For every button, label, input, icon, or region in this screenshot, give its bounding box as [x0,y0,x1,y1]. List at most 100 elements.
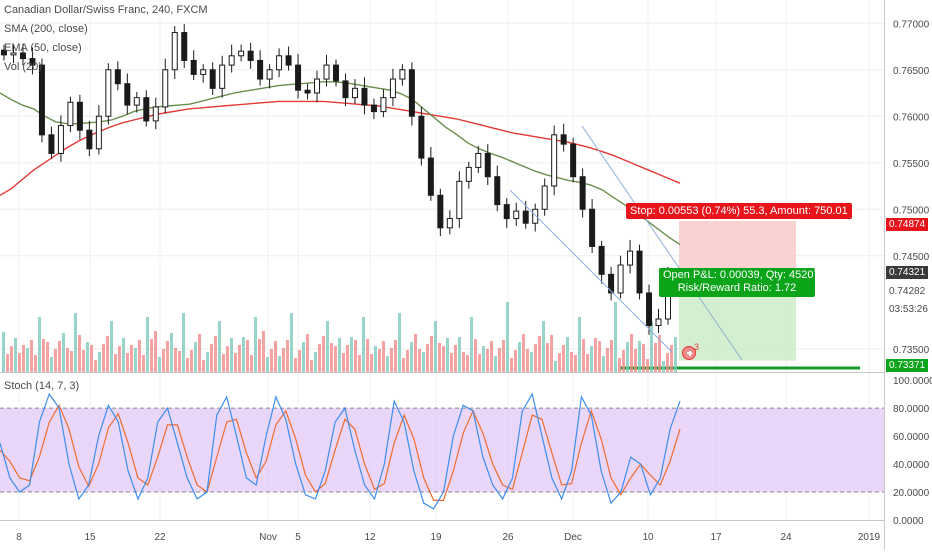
volume-bar [350,337,353,372]
alert-marker[interactable] [682,346,696,360]
volume-bar [254,317,257,372]
volume-bar [658,335,661,372]
volume-bar [622,350,625,372]
volume-bar [198,334,201,372]
volume-bar [646,359,649,372]
volume-bar [462,352,465,372]
candle-body [446,218,453,229]
volume-bar [598,341,601,372]
volume-bar [534,344,537,372]
time-tick-label: Dec [564,532,582,543]
stop-zone [679,220,796,273]
volume-bar [530,352,533,372]
volume-bar [386,356,389,372]
volume-bar [270,349,273,372]
price-tick-label: 0.75000 [893,205,930,216]
volume-bar [194,342,197,372]
candle-body [351,87,358,99]
volume-bar [450,353,453,372]
stochastic-panel [0,392,884,510]
stop-label[interactable]: Stop: 0.00553 (0.74%) 55.3, Amount: 750.… [626,203,852,219]
candle-body [532,208,539,224]
candle-body [171,32,178,71]
volume-bar [518,342,521,372]
stoch-legend: Stoch (14, 7, 3) [4,380,80,392]
volume-bar [474,339,477,372]
volume-bar [418,349,421,372]
stoch-tick-label: 20.0000 [893,488,930,499]
volume-bar [594,338,597,372]
time-tick-label: 17 [710,532,722,543]
price-tick-label: 0.76000 [893,112,930,123]
volume-bar [110,321,113,372]
volume-bar [294,358,297,372]
candle-body [389,78,396,99]
candle-body [465,166,472,182]
volume-bar [562,345,565,372]
volume-bar [354,340,357,372]
candle-body [608,273,615,294]
candle-body [1,49,7,56]
candle-body [617,264,624,294]
volume-bar [70,351,73,372]
open-pnl-label[interactable]: Open P&L: 0.00039, Qty: 45207 Risk/Rewar… [659,268,820,297]
stop-price-tag: 0.74874 [886,218,929,231]
volume-bar [358,355,361,372]
volume-bar [342,353,345,372]
volume-bar [602,356,605,372]
candle-body [95,115,102,150]
candle-body [427,157,434,196]
candle-body [484,152,491,178]
volume-bar [538,336,541,372]
candle-body [541,185,548,210]
volume-bar [554,361,557,372]
volume-bar [286,340,289,372]
volume-bar [174,348,177,372]
volume-bar [330,343,333,372]
candle-body [266,69,273,80]
volume-bar [102,344,105,372]
time-tick-label: 22 [154,532,166,543]
candle-body [162,69,169,108]
volume-bar [378,349,381,372]
volume-bar [586,354,589,372]
volume-bar [314,352,317,372]
candle-body [636,250,643,294]
price-tick-label: 0.74500 [893,252,930,263]
candle-body [503,204,510,220]
volume-bar [434,321,437,372]
volume-bar [86,342,89,372]
volume-bar [478,354,481,372]
candle-body [219,64,226,89]
volume-bar [142,355,145,372]
candle-body [209,69,216,89]
volume-bar [130,345,133,372]
candle-body [247,50,254,61]
candle-body [513,210,520,220]
candle-body [399,69,406,80]
volume-bar [50,357,53,372]
volume-bar [90,345,93,372]
candle-body [190,59,197,75]
candle-body [333,64,339,82]
volume-bar [114,354,117,372]
volume-bar [38,317,41,372]
stoch-band [0,408,884,493]
volume-bar [634,349,637,372]
volume-bar [514,350,517,372]
candle-body [124,83,131,106]
volume-bar [382,341,385,372]
volume-bar [290,313,293,372]
volume-bar [34,355,37,372]
candle-body [200,69,207,75]
candle-body [380,97,387,113]
candle-body [418,115,425,159]
volume-bar [670,345,673,372]
volume-bar [58,341,61,372]
volume-bar [610,340,613,372]
volume-bar [230,338,233,372]
volume-bar [674,337,677,372]
volume-bar [546,343,549,372]
